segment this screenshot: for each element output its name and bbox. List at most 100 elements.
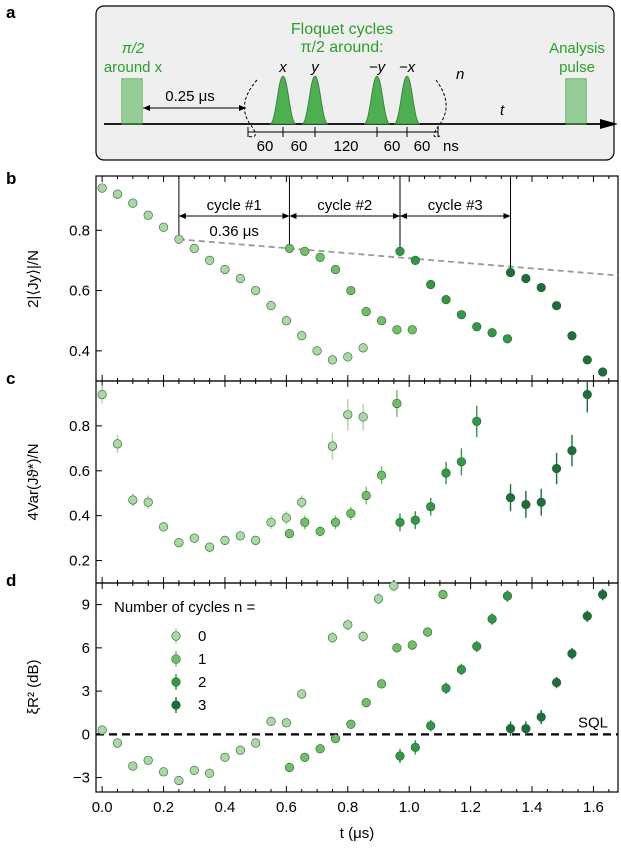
data-point-n0 [281, 718, 291, 728]
data-point-n3 [567, 445, 577, 456]
cycle-label-3: cycle #3 [428, 197, 483, 214]
time-axis-label: t [500, 102, 505, 119]
data-point-n3 [551, 677, 562, 688]
data-point-n2 [456, 310, 467, 320]
data-point-n2 [426, 721, 436, 731]
data-point-n0 [143, 497, 153, 507]
panel-c-ylabel: 4Var(Jϑ*)/N [25, 443, 42, 520]
y-tick-label: 0.6 [69, 283, 90, 300]
data-point-n0 [97, 389, 107, 400]
data-point-n3 [598, 367, 608, 377]
pulse-y [301, 75, 329, 125]
x-tick-label: 1.6 [583, 799, 604, 816]
cycle-duration-label: 0.36 μs [209, 223, 259, 240]
x-tick-label: 1.2 [460, 799, 481, 816]
gap-label-1: 60 [257, 138, 274, 155]
data-point-n2 [441, 295, 451, 305]
data-point-n3 [521, 723, 531, 734]
y-tick-label: 0 [82, 726, 90, 743]
panel-c-letter: c [6, 369, 15, 388]
panel-d-letter: d [6, 571, 16, 590]
data-point-n3 [536, 712, 546, 722]
data-point-n0 [174, 537, 184, 548]
panel-b-plot: 0.4 0.6 0.8 cycle #1 cycle #2 cycle #3 0.36 μ… [69, 175, 619, 382]
pulse-x [269, 75, 297, 125]
floquet-title-line2: π/2 around: [300, 39, 383, 56]
data-point-n1 [392, 398, 402, 409]
y-tick-label: 0.2 [69, 553, 90, 570]
data-point-n0 [97, 183, 107, 193]
data-point-n1 [392, 643, 402, 653]
x-tick-label: 0.4 [215, 799, 236, 816]
data-point-n1 [284, 243, 295, 253]
data-point-n0 [343, 352, 353, 362]
floquet-title-line1: Floquet cycles [291, 21, 393, 38]
cycle-arrowhead [282, 213, 290, 219]
data-point-n0 [312, 346, 322, 356]
data-point-n1 [300, 517, 310, 528]
y-tick-label: 0.4 [69, 508, 90, 525]
cycle-label-1: cycle #1 [207, 197, 262, 214]
data-point-n1 [346, 719, 356, 729]
data-point-n3 [582, 611, 592, 621]
data-point-n2 [426, 502, 436, 512]
analysis-pulse-block [565, 78, 587, 125]
data-point-n2 [441, 683, 451, 693]
data-point-n0 [266, 716, 276, 726]
data-point-n0 [281, 316, 291, 326]
data-point-n2 [395, 517, 405, 528]
data-point-n1 [376, 470, 387, 480]
gap-arrows [247, 127, 439, 137]
legend-label-n3: 3 [198, 697, 206, 714]
data-point-n0 [297, 497, 307, 507]
data-point-n1 [423, 627, 433, 637]
data-point-n0 [128, 495, 138, 505]
legend-title: Number of cycles n = [114, 599, 256, 616]
envelope-dashed-line [178, 238, 619, 277]
data-point-n3 [505, 723, 516, 734]
cycle-label-2: cycle #2 [317, 197, 372, 214]
data-point-n1 [376, 679, 387, 689]
data-point-n1 [361, 490, 371, 501]
data-point-n2 [487, 614, 497, 624]
data-point-n0 [143, 755, 153, 765]
gap-unit-label: ns [443, 138, 459, 155]
x-tick-label: 0.0 [92, 799, 113, 816]
data-point-n3 [551, 463, 562, 474]
data-point-n0 [358, 412, 368, 422]
data-point-n0 [343, 620, 353, 630]
data-point-n3 [536, 497, 546, 507]
data-point-n3 [582, 389, 592, 400]
data-point-n2 [395, 751, 405, 761]
data-point-n3 [582, 355, 592, 365]
data-point-n0 [220, 535, 230, 545]
cycle-arrowhead [503, 213, 511, 219]
data-point-n0 [174, 775, 184, 786]
data-point-n1 [315, 744, 325, 754]
cycle-bracket-right [433, 79, 447, 138]
data-point-n1 [284, 762, 295, 773]
data-point-n1 [361, 307, 371, 317]
data-point-n0 [189, 243, 199, 253]
y-tick-label: 0.4 [69, 343, 90, 360]
x-tick-label: 1.0 [399, 799, 420, 816]
data-point-n0 [128, 198, 138, 208]
cycle-arrowhead [178, 213, 186, 219]
data-point-n0 [251, 535, 261, 545]
panel-d-frame [95, 582, 619, 793]
data-point-n0 [389, 581, 399, 591]
x-tick-label: 0.2 [153, 799, 174, 816]
data-point-n0 [327, 633, 338, 643]
data-point-n3 [505, 267, 516, 278]
data-point-n1 [407, 640, 417, 650]
data-point-n2 [472, 416, 482, 427]
data-point-n0 [128, 761, 138, 771]
panel-b-ylabel: 2|⟨Jy⟩|/N [25, 250, 42, 308]
initial-pulse-block [121, 78, 143, 125]
data-point-n3 [598, 589, 608, 600]
data-point-n0 [297, 331, 307, 341]
data-point-n2 [472, 322, 482, 332]
gap-label-3: 120 [333, 138, 358, 155]
panel-c-plot: 0.2 0.4 0.6 0.8 [69, 380, 619, 584]
data-point-n0 [343, 410, 353, 420]
